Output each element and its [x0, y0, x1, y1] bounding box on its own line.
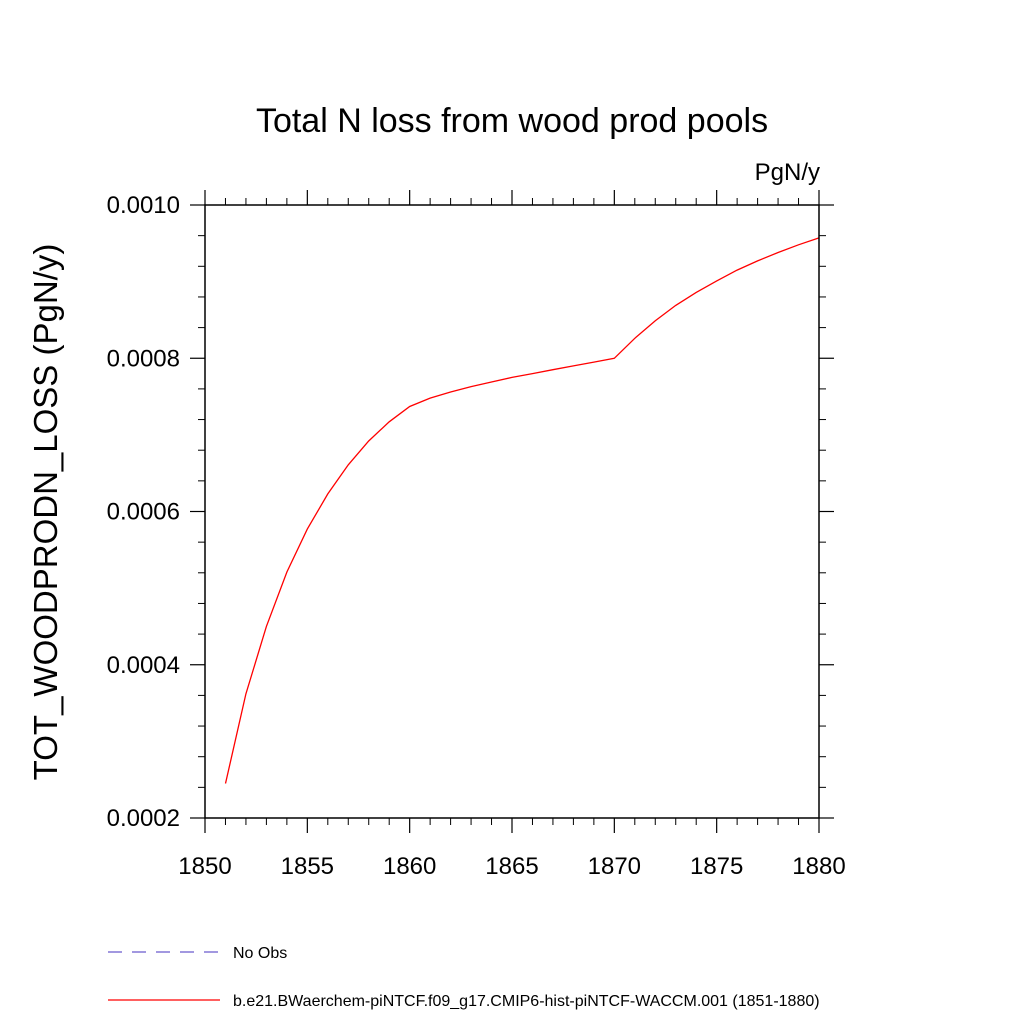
y-tick-label: 0.0002	[107, 805, 180, 832]
legend-label: No Obs	[233, 945, 287, 962]
y-tick-labels: 0.0002 0.0004 0.0006 0.0008 0.0010	[107, 192, 180, 832]
axis-ticks	[190, 190, 834, 833]
y-axis-label: TOT_WOODPRODN_LOSS (PgN/y)	[27, 244, 64, 781]
plot-frame	[204, 204, 820, 819]
x-tick-label: 1870	[588, 853, 641, 880]
x-tick-label: 1880	[792, 853, 845, 880]
y-tick-label: 0.0004	[107, 652, 180, 679]
series-line	[224, 237, 820, 784]
legend-label: b.e21.BWaerchem-piNTCF.f09_g17.CMIP6-his…	[233, 993, 820, 1010]
chart-title: Total N loss from wood prod pools	[256, 102, 768, 140]
x-tick-label: 1875	[690, 853, 743, 880]
y-tick-label: 0.0006	[107, 499, 180, 526]
legend: No Obs b.e21.BWaerchem-piNTCF.f09_g17.CMI…	[108, 945, 820, 1010]
y-tick-label: 0.0008	[107, 345, 180, 372]
units-label: PgN/y	[755, 159, 820, 186]
x-tick-label: 1865	[485, 853, 538, 880]
x-tick-label: 1855	[281, 853, 334, 880]
series-lines	[224, 237, 820, 784]
x-tick-label: 1850	[178, 853, 231, 880]
x-tick-labels: 1850 1855 1860 1865 1870 1875 1880	[178, 853, 845, 880]
x-tick-label: 1860	[383, 853, 436, 880]
y-tick-label: 0.0010	[107, 192, 180, 219]
